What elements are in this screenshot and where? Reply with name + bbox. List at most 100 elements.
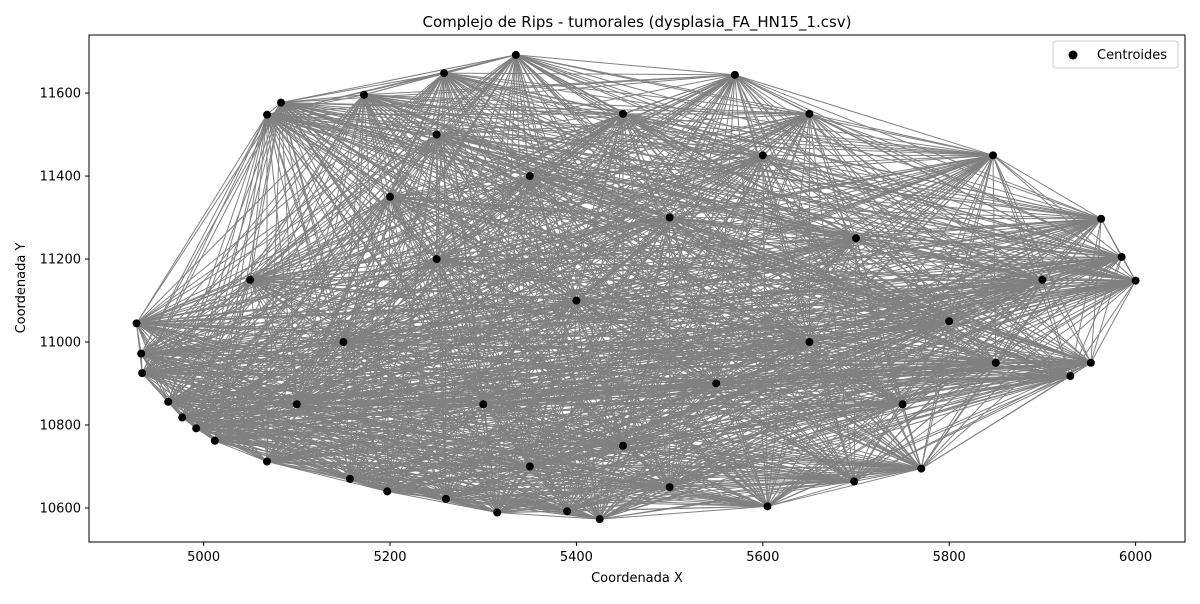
- centroid-point: [493, 508, 502, 517]
- edge: [715, 237, 857, 384]
- centroid-point: [386, 192, 395, 201]
- edge: [529, 175, 1102, 220]
- edge: [767, 468, 922, 507]
- centroid-point: [432, 130, 441, 139]
- centroid-point: [1131, 276, 1140, 285]
- edge: [599, 362, 996, 520]
- centroid-point: [263, 457, 272, 466]
- edge: [483, 403, 768, 507]
- edge: [389, 196, 810, 343]
- edge: [529, 320, 950, 467]
- edge: [250, 175, 530, 281]
- edge: [483, 341, 810, 405]
- edge: [266, 114, 344, 343]
- edge: [809, 113, 1136, 282]
- edge: [168, 401, 624, 447]
- edge: [249, 279, 531, 467]
- edge: [280, 102, 810, 115]
- edge: [1042, 256, 1122, 281]
- edge: [497, 510, 568, 514]
- edge: [1090, 280, 1137, 364]
- edge: [515, 54, 735, 76]
- centroid-point: [210, 436, 219, 445]
- edge: [389, 196, 768, 507]
- edge: [1121, 256, 1137, 281]
- centroid-point: [440, 69, 449, 78]
- edge: [995, 280, 1136, 364]
- edge: [266, 74, 735, 116]
- edge: [445, 486, 670, 500]
- edge: [266, 114, 530, 177]
- edge: [250, 279, 903, 405]
- edge: [443, 72, 1136, 282]
- centroid-point: [359, 90, 368, 99]
- edge: [250, 279, 996, 364]
- edge: [196, 427, 670, 488]
- edge: [715, 113, 810, 384]
- edge: [363, 94, 624, 115]
- edge: [515, 54, 994, 156]
- centroid-point: [1097, 214, 1106, 223]
- edge: [622, 403, 903, 447]
- edge: [296, 279, 1043, 405]
- edge: [250, 279, 717, 384]
- edge: [343, 113, 624, 343]
- edge: [515, 54, 764, 156]
- edge: [349, 362, 996, 480]
- edge: [809, 113, 994, 156]
- edge: [436, 74, 736, 260]
- centroid-point: [572, 296, 581, 305]
- y-tick-label: 10800: [40, 419, 81, 434]
- edge: [566, 486, 670, 512]
- edge: [669, 383, 717, 488]
- edge: [762, 154, 1092, 364]
- edge: [497, 512, 600, 520]
- centroid-point: [432, 255, 441, 264]
- edge: [387, 490, 498, 514]
- edge: [196, 427, 530, 467]
- edge: [250, 258, 437, 281]
- centroid-point: [138, 369, 147, 378]
- y-axis-label: Coordenada Y: [14, 243, 29, 334]
- edge: [136, 134, 437, 324]
- edge: [576, 300, 903, 405]
- edge: [389, 196, 950, 322]
- edge: [920, 375, 1071, 469]
- edge: [136, 196, 391, 324]
- edge: [669, 375, 1071, 488]
- edge: [136, 323, 142, 354]
- centroid-point: [345, 474, 354, 483]
- edge: [140, 175, 531, 355]
- plot-frame: [88, 34, 1186, 543]
- edge: [141, 196, 391, 374]
- edge: [168, 401, 530, 467]
- centroid-point: [989, 151, 998, 160]
- centroid-point: [665, 483, 674, 492]
- centroid-point: [619, 441, 628, 450]
- edge: [266, 403, 903, 463]
- edge: [762, 154, 1071, 377]
- centroid-point: [192, 424, 201, 433]
- edge: [622, 113, 903, 405]
- centroid-point: [1117, 252, 1126, 261]
- edge: [280, 74, 735, 104]
- edge: [280, 72, 445, 104]
- x-axis-label: Coordenada X: [591, 571, 683, 586]
- edge: [497, 486, 670, 514]
- edge: [349, 478, 670, 488]
- edge: [214, 403, 903, 442]
- x-tick-label: 5200: [373, 550, 406, 565]
- centroid-point: [619, 109, 628, 118]
- edge: [296, 383, 717, 405]
- legend-label: Centroides: [1097, 48, 1167, 63]
- edge: [995, 279, 1043, 364]
- edge: [214, 440, 268, 462]
- edge: [214, 440, 530, 467]
- edge: [363, 94, 763, 156]
- edge: [266, 461, 351, 480]
- edge: [622, 113, 1122, 258]
- edge: [529, 362, 996, 467]
- edge: [497, 403, 903, 514]
- edge: [249, 102, 282, 280]
- edge: [436, 134, 1136, 282]
